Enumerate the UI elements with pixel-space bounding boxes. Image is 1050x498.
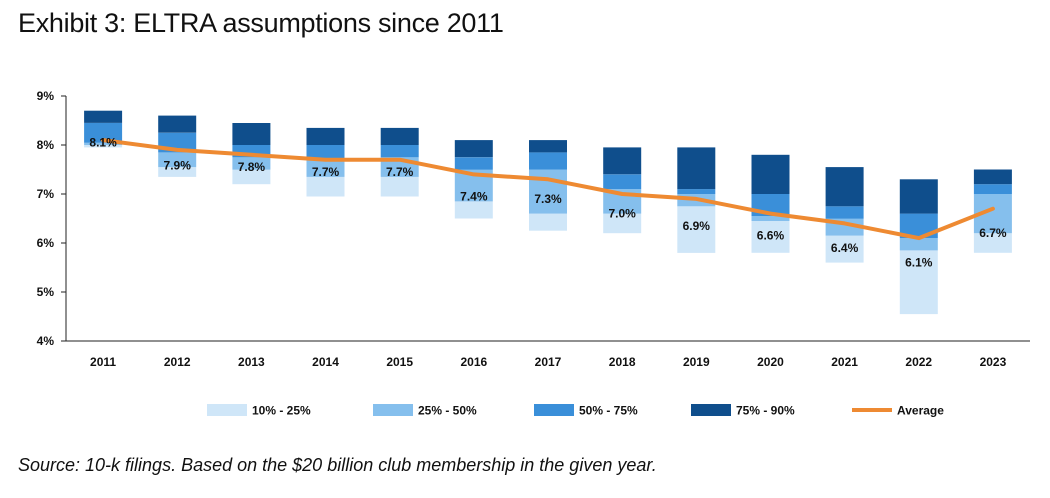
bar-segment-2023-series-2 bbox=[973, 184, 1012, 194]
data-label-2015: 7.7% bbox=[386, 165, 414, 179]
x-tick-label: 2012 bbox=[164, 355, 191, 369]
bar-segment-2021-series-2 bbox=[825, 206, 864, 219]
bar-segment-2023-series-3 bbox=[973, 169, 1012, 185]
data-label-2014: 7.7% bbox=[312, 165, 340, 179]
average-line-layer bbox=[101, 138, 995, 241]
bar-segment-2020-series-3 bbox=[751, 154, 790, 194]
bar-segment-2014-series-1 bbox=[306, 159, 345, 177]
bar-segment-2012-series-0 bbox=[158, 167, 197, 177]
data-label-2017: 7.3% bbox=[534, 192, 562, 206]
legend-swatch bbox=[534, 404, 574, 416]
bar-segment-2012-series-3 bbox=[158, 115, 197, 133]
data-label-2020: 6.6% bbox=[757, 229, 785, 243]
y-tick-label: 5% bbox=[37, 285, 55, 299]
average-line bbox=[101, 138, 995, 241]
bar-segment-2021-series-0 bbox=[825, 235, 864, 263]
x-tick-label: 2020 bbox=[757, 355, 784, 369]
x-tick-label: 2014 bbox=[312, 355, 339, 369]
chart: 4% 5% 6% 7% 8% 9% 2011 2012 2013 2014 2015 2016 2017… bbox=[37, 89, 1030, 418]
bar-segment-2013-series-1 bbox=[232, 157, 271, 170]
legend-label: Average bbox=[897, 404, 944, 418]
data-label-2019: 6.9% bbox=[683, 219, 711, 233]
bar-segment-2016-series-3 bbox=[454, 140, 493, 158]
bar-segment-2016-series-2 bbox=[454, 157, 493, 170]
x-tick-label: 2018 bbox=[609, 355, 636, 369]
bar-segment-2011-series-3 bbox=[84, 110, 123, 123]
data-label-2021: 6.4% bbox=[831, 241, 859, 255]
bar-segment-2018-series-3 bbox=[603, 147, 642, 175]
bar-segment-2014-series-3 bbox=[306, 127, 345, 145]
bar-segment-2013-series-3 bbox=[232, 123, 271, 145]
y-tick-label: 9% bbox=[37, 89, 55, 103]
data-label-2016: 7.4% bbox=[460, 189, 488, 203]
bar-segment-2019-series-2 bbox=[677, 189, 716, 194]
data-label-2018: 7.0% bbox=[608, 207, 636, 221]
data-label-2013: 7.8% bbox=[238, 160, 266, 174]
data-labels-layer: 8.1% 7.9% 7.8% 7.7% 7.7% 7.4% 7.3% 7.0% 6.9% 6.6%… bbox=[89, 136, 1007, 270]
axis-layer: 4% 5% 6% 7% 8% 9% 2011 2012 2013 2014 2015 2016 2017… bbox=[37, 89, 1030, 369]
legend-swatch bbox=[373, 404, 413, 416]
legend-label: 25% - 50% bbox=[418, 404, 477, 418]
x-tick-label: 2016 bbox=[460, 355, 487, 369]
bar-segment-2021-series-3 bbox=[825, 167, 864, 207]
bar-segment-2018-series-0 bbox=[603, 213, 642, 234]
bar-segment-2019-series-0 bbox=[677, 206, 716, 253]
bar-segment-2019-series-3 bbox=[677, 147, 716, 190]
x-tick-label: 2017 bbox=[535, 355, 562, 369]
x-tick-label: 2019 bbox=[683, 355, 710, 369]
legend-label: 75% - 90% bbox=[736, 404, 795, 418]
x-tick-label: 2013 bbox=[238, 355, 265, 369]
bars-layer bbox=[84, 110, 1012, 315]
y-tick-label: 6% bbox=[37, 236, 55, 250]
bar-segment-2015-series-0 bbox=[380, 176, 419, 197]
bar-segment-2022-series-0 bbox=[899, 250, 938, 315]
data-label-2012: 7.9% bbox=[164, 159, 192, 173]
bar-segment-2023-series-0 bbox=[973, 233, 1012, 253]
bar-segment-2011-series-1 bbox=[84, 142, 123, 145]
bar-segment-2011-series-2 bbox=[84, 123, 123, 143]
legend-swatch bbox=[691, 404, 731, 416]
bar-segment-2020-series-0 bbox=[751, 220, 790, 253]
bar-segment-2013-series-0 bbox=[232, 169, 271, 185]
y-tick-label: 7% bbox=[37, 187, 55, 201]
bar-segment-2018-series-2 bbox=[603, 174, 642, 190]
x-tick-label: 2011 bbox=[90, 355, 116, 369]
bar-segment-2012-series-1 bbox=[158, 152, 197, 168]
bar-segment-2014-series-0 bbox=[306, 176, 345, 197]
bar-segment-2017-series-2 bbox=[529, 152, 567, 170]
y-tick-label: 4% bbox=[37, 334, 55, 348]
bar-segment-2016-series-0 bbox=[454, 201, 493, 219]
page-title: Exhibit 3: ELTRA assumptions since 2011 bbox=[18, 8, 504, 38]
x-tick-label: 2021 bbox=[831, 355, 858, 369]
data-label-2022: 6.1% bbox=[905, 256, 933, 270]
bar-segment-2022-series-3 bbox=[899, 179, 938, 214]
source-note: Source: 10-k filings. Based on the $20 b… bbox=[18, 455, 657, 475]
bar-segment-2020-series-1 bbox=[751, 216, 790, 221]
data-label-2023: 6.7% bbox=[979, 226, 1007, 240]
legend-label: 50% - 75% bbox=[579, 404, 638, 418]
bar-segment-2011-series-0 bbox=[84, 145, 123, 148]
legend-label: 10% - 25% bbox=[252, 404, 311, 418]
data-label-2011: 8.1% bbox=[89, 136, 117, 150]
bar-segment-2022-series-1 bbox=[899, 238, 938, 251]
y-tick-label: 8% bbox=[37, 138, 55, 152]
legend-swatch bbox=[207, 404, 247, 416]
x-tick-label: 2022 bbox=[905, 355, 932, 369]
bar-segment-2015-series-3 bbox=[380, 127, 419, 145]
bar-segment-2017-series-3 bbox=[529, 140, 567, 153]
bar-segment-2014-series-2 bbox=[306, 145, 345, 160]
x-tick-label: 2023 bbox=[980, 355, 1007, 369]
x-tick-label: 2015 bbox=[386, 355, 413, 369]
legend: 10% - 25% 25% - 50% 50% - 75% 75% - 90% Aver… bbox=[207, 404, 944, 418]
bar-segment-2017-series-0 bbox=[529, 213, 567, 231]
bar-segment-2015-series-2 bbox=[380, 145, 419, 158]
